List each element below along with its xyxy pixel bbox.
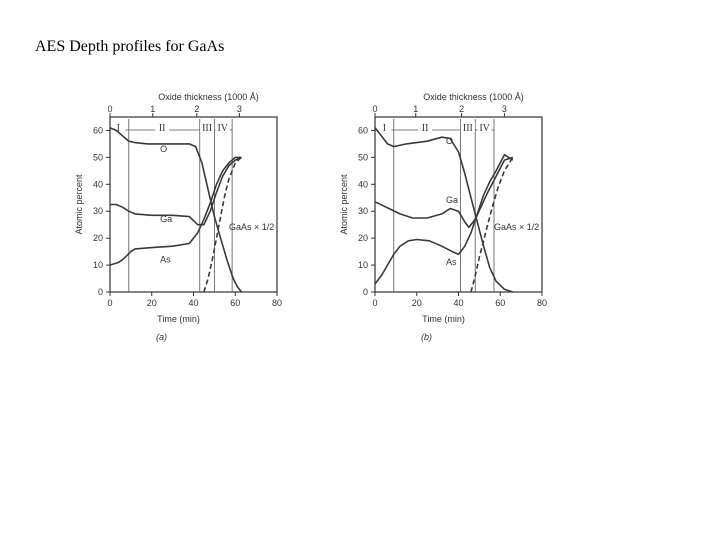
series-line-o — [109, 127, 243, 293]
plot-frame — [374, 116, 543, 293]
y-tick-label: 60 — [93, 125, 103, 135]
top-tick-label: 1 — [413, 104, 418, 114]
x-tick-label: 80 — [272, 298, 282, 308]
panel-label: (b) — [421, 332, 432, 342]
y-tick-label: 40 — [358, 179, 368, 189]
series-line-gaas-1-2 — [203, 156, 243, 293]
series-line-ga — [374, 156, 514, 229]
page-title: AES Depth profiles for GaAs — [35, 38, 225, 55]
region-label-bg — [477, 122, 492, 132]
top-tick-label: 0 — [107, 104, 112, 114]
series-label: Ga — [446, 195, 458, 205]
y-axis-label: Atomic percent — [339, 174, 349, 235]
y-tick-label: 20 — [93, 233, 103, 243]
top-axis-label: Oxide thickness (1000 Å) — [158, 92, 259, 102]
y-tick-label: 0 — [363, 287, 368, 297]
series-label: Ga — [160, 214, 172, 224]
region-label: III — [202, 123, 212, 134]
region-label-bg — [215, 122, 230, 132]
series-label: O — [160, 144, 167, 154]
region-label-bg — [377, 122, 392, 132]
x-tick-label: 20 — [147, 298, 157, 308]
series-label: GaAs × 1/2 — [229, 222, 274, 232]
top-tick-label: 3 — [502, 104, 507, 114]
region-label: III — [463, 123, 473, 134]
y-tick-label: 60 — [358, 125, 368, 135]
top-tick-label: 2 — [194, 104, 199, 114]
x-tick-label: 80 — [537, 298, 547, 308]
y-tick-label: 30 — [93, 206, 103, 216]
series-line-o — [374, 127, 514, 293]
y-tick-label: 50 — [358, 152, 368, 162]
region-label-bg — [460, 122, 475, 132]
x-axis-label: Time (min) — [422, 314, 465, 324]
x-tick-label: 40 — [188, 298, 198, 308]
x-tick-label: 40 — [453, 298, 463, 308]
y-tick-label: 0 — [98, 287, 103, 297]
panel-label: (a) — [156, 332, 167, 342]
region-label: I — [117, 123, 120, 134]
region-label: IV — [217, 123, 228, 134]
y-tick-label: 40 — [93, 179, 103, 189]
top-tick-label: 0 — [372, 104, 377, 114]
chart-b: Oxide thickness (1000 Å)0 1 2 3I II III IV0 20 4… — [339, 92, 547, 342]
series-line-ga — [110, 156, 242, 226]
top-tick-label: 1 — [150, 104, 155, 114]
x-tick-label: 20 — [412, 298, 422, 308]
chart-a: Oxide thickness (1000 Å)0 1 2 3I II III IV0 20 4… — [74, 92, 282, 342]
x-tick-label: 60 — [495, 298, 505, 308]
y-axis-label: Atomic percent — [74, 174, 84, 235]
x-axis-label: Time (min) — [157, 314, 200, 324]
region-label: II — [159, 123, 166, 134]
series-line-gaas-1-2 — [470, 156, 514, 293]
x-tick-label: 0 — [372, 298, 377, 308]
y-tick-label: 10 — [358, 260, 368, 270]
region-label: I — [383, 123, 386, 134]
top-tick-label: 2 — [459, 104, 464, 114]
y-tick-label: 30 — [358, 206, 368, 216]
region-label-bg — [418, 122, 433, 132]
series-label: GaAs × 1/2 — [494, 222, 539, 232]
y-tick-label: 20 — [358, 233, 368, 243]
region-label-bg — [111, 122, 126, 132]
series-line-as — [109, 156, 242, 266]
series-label: As — [160, 254, 171, 264]
series-line-as — [374, 153, 514, 285]
region-label-bg — [200, 122, 215, 132]
y-tick-label: 10 — [93, 260, 103, 270]
y-tick-label: 50 — [93, 152, 103, 162]
top-axis-label: Oxide thickness (1000 Å) — [423, 92, 524, 102]
top-tick-label: 3 — [237, 104, 242, 114]
x-tick-label: 0 — [107, 298, 112, 308]
region-label: II — [422, 123, 429, 134]
region-label: IV — [479, 123, 490, 134]
series-label: As — [446, 257, 457, 267]
region-label-bg — [155, 122, 170, 132]
series-label: O — [446, 136, 453, 146]
x-tick-label: 60 — [230, 298, 240, 308]
